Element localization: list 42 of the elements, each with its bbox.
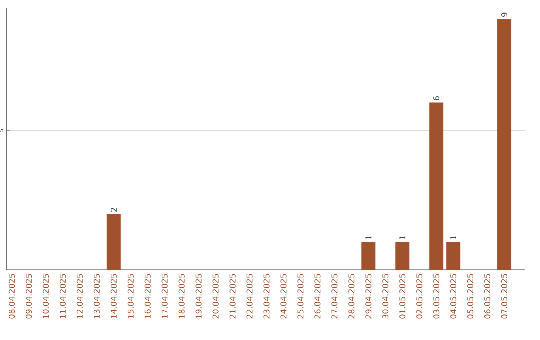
x-tick-label: 06.05.2025 [484,274,491,319]
x-tick-label: 21.04.2025 [230,274,236,319]
x-tick-label: 20.04.2025 [212,274,219,319]
data-label: 1 [400,236,406,240]
data-label: 6 [434,96,440,101]
x-tick-label: 03.05.2025 [434,274,440,319]
x-tick-label: 10.04.2025 [42,274,49,318]
x-tick-label: 17.04.2025 [162,274,168,318]
x-tick-label: 24.04.2025 [280,274,287,319]
bar [446,242,461,270]
x-tick-label: 04.05.2025 [450,274,457,319]
x-tick-label: 08.04.2025 [8,274,16,319]
x-tick-label: 16.04.2025 [144,274,151,318]
bar [396,242,410,270]
x-tick-label: 02.05.2025 [416,274,423,319]
x-tick-label: 29.04.2025 [366,274,372,319]
bar [362,242,376,270]
x-tick-label: 18.04.2025 [178,274,185,318]
x-tick-label: 22.04.2025 [246,274,253,319]
x-tick-label: 14.04.2025 [110,274,117,318]
x-tick-label: 19.04.2025 [196,274,202,318]
x-tick-label: 07.05.2025 [502,274,508,319]
bar [106,214,121,270]
x-tick-label: 09.04.2025 [26,274,32,319]
x-tick-label: 27.04.2025 [332,274,338,319]
data-label: 9 [502,12,508,17]
x-tick-label: 13.04.2025 [94,274,100,318]
x-tick-label: 01.05.2025 [400,274,406,319]
x-tick-label: 28.04.2025 [348,274,355,319]
bar [498,19,512,270]
x-tick-label: 30.04.2025 [382,274,389,319]
x-tick-label: 15.04.2025 [128,274,134,318]
x-tick-label: 12.04.2025 [76,274,83,318]
x-tick-label: 26.04.2025 [314,274,321,319]
x-tick-label: 23.04.2025 [264,274,270,319]
x-tick-label: 11.04.2025 [60,274,66,318]
x-tick-label: 25.04.2025 [298,274,304,319]
data-label: 1 [450,236,456,240]
data-label: 1 [366,236,372,240]
x-tick-label: 05.05.2025 [468,274,474,319]
data-label: 2 [110,208,117,212]
bar [430,102,444,270]
